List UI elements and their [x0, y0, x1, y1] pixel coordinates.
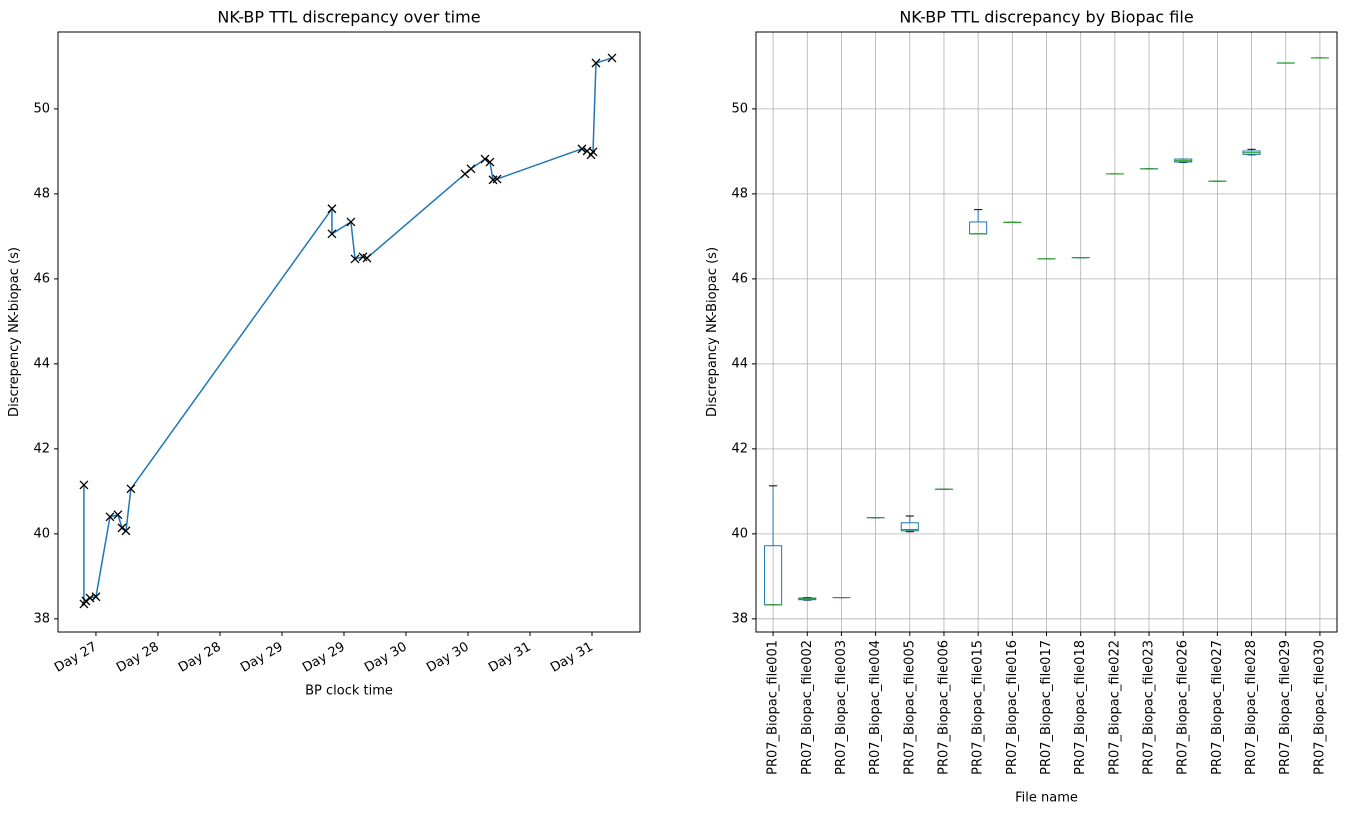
data-marker [79, 480, 89, 490]
y-tick-label: 38 [731, 611, 748, 626]
x-tick-label: PR07_Biopac_file030 [1312, 640, 1327, 775]
data-marker [327, 229, 337, 239]
data-marker [117, 523, 127, 533]
data-marker [362, 253, 372, 263]
y-tick-label: 48 [731, 186, 748, 201]
x-tick-label: PR07_Biopac_file023 [1142, 640, 1157, 775]
x-axis-label: BP clock time [305, 684, 393, 699]
chart-panel: NK-BP TTL discrepancy over time Discrepen… [7, 8, 641, 699]
data-marker [485, 157, 495, 167]
x-tick-label: PR07_Biopac_file001 [766, 640, 781, 775]
x-axis-label: File name [1015, 791, 1078, 806]
data-marker [126, 484, 136, 494]
data-marker [350, 254, 360, 264]
box [900, 522, 919, 532]
data-marker [91, 592, 101, 602]
x-tick-label: PR07_Biopac_file027 [1210, 640, 1225, 775]
x-tick-label: Day 31 [486, 640, 534, 676]
x-tick-label: Day 31 [548, 640, 596, 676]
data-marker [121, 526, 131, 536]
data-marker [327, 204, 337, 214]
data-marker [105, 512, 115, 522]
x-tick-label: PR07_Biopac_file018 [1073, 640, 1088, 775]
x-tick-label: Day 30 [362, 640, 410, 676]
y-tick-label: 42 [731, 441, 748, 456]
y-tick-label: 48 [33, 186, 50, 201]
data-marker [466, 164, 476, 174]
x-tick-label: PR07_Biopac_file022 [1107, 640, 1122, 775]
x-tick-label: PR07_Biopac_file006 [936, 640, 951, 775]
y-tick-label: 44 [731, 356, 748, 371]
y-tick-label: 42 [33, 441, 50, 456]
x-tick-label: Day 29 [300, 640, 348, 676]
x-tick-label: PR07_Biopac_file029 [1278, 640, 1293, 775]
y-tick-label: 50 [33, 101, 50, 116]
data-marker [492, 174, 502, 184]
y-tick-label: 44 [33, 356, 50, 371]
x-tick-label: PR07_Biopac_file017 [1039, 640, 1054, 775]
data-line [83, 57, 613, 607]
data-marker [480, 154, 490, 164]
y-tick-label: 50 [731, 101, 748, 116]
chart-panel: NK-BP TTL discrepancy by Biopac file Disc… [705, 8, 1338, 806]
y-tick-label: 46 [731, 271, 748, 286]
x-tick-label: Day 28 [114, 640, 162, 676]
x-tick-label: PR07_Biopac_file002 [800, 640, 815, 775]
x-tick-label: PR07_Biopac_file003 [834, 640, 849, 775]
y-tick-label: 40 [33, 526, 50, 541]
data-marker [346, 217, 356, 227]
data-marker [607, 53, 617, 63]
x-tick-label: Day 29 [238, 640, 286, 676]
x-tick-label: Day 30 [424, 640, 472, 676]
y-axis-label: Discrepancy NK-Biopac (s) [705, 247, 720, 417]
x-tick-label: PR07_Biopac_file028 [1244, 640, 1259, 775]
x-tick-label: Day 28 [176, 640, 224, 676]
chart-title: NK-BP TTL discrepancy over time [217, 8, 480, 27]
plot-frame [57, 31, 641, 633]
y-axis-label: Discrepency NK-biopac (s) [7, 247, 22, 417]
x-tick-label: PR07_Biopac_file005 [902, 640, 917, 775]
x-tick-label: Day 27 [52, 640, 100, 676]
plot-frame [755, 31, 1338, 633]
data-marker [591, 58, 601, 68]
data-marker [577, 144, 587, 154]
data-marker [113, 510, 123, 520]
data-marker [81, 596, 91, 606]
x-tick-label: PR07_Biopac_file026 [1176, 640, 1191, 775]
chart-title: NK-BP TTL discrepancy by Biopac file [899, 8, 1193, 27]
x-tick-label: PR07_Biopac_file004 [868, 640, 883, 775]
y-tick-label: 46 [33, 271, 50, 286]
data-marker [588, 147, 598, 157]
x-tick-label: PR07_Biopac_file015 [971, 640, 986, 775]
y-tick-label: 38 [33, 611, 50, 626]
x-tick-label: PR07_Biopac_file016 [1005, 640, 1020, 775]
y-tick-label: 40 [731, 526, 748, 541]
